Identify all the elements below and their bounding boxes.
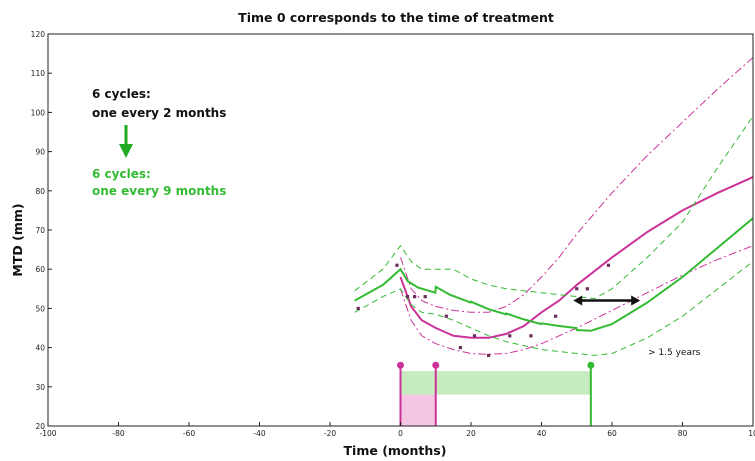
x-tick-label: 0 (398, 429, 403, 438)
x-tick-label: -40 (253, 429, 265, 438)
y-tick-label: 80 (35, 187, 45, 196)
data-point-10 (529, 334, 533, 338)
y-tick-label: 90 (35, 148, 45, 157)
x-tick-label: -60 (183, 429, 195, 438)
series-line-3 (354, 217, 754, 332)
gap-arrow-right-head (631, 295, 641, 306)
gap-arrow-left-head (573, 295, 583, 306)
data-point-8 (487, 353, 491, 358)
every-9-months-label: one every 9 months (92, 184, 226, 198)
series-line-0 (399, 176, 754, 339)
x-tick-label: 20 (466, 429, 476, 438)
series-line-4 (354, 116, 754, 300)
y-tick-label: 110 (31, 69, 46, 78)
y-axis-title: MTD (mm) (10, 203, 25, 276)
every-2-months-label: one every 2 months (92, 106, 226, 120)
data-point-2 (405, 295, 410, 299)
y-tick-label: 30 (35, 383, 45, 392)
data-point-11 (554, 314, 558, 318)
data-point-1 (395, 263, 399, 267)
y-tick-label: 50 (35, 304, 45, 313)
x-tick-label: 80 (678, 429, 688, 438)
data-point-14 (606, 263, 611, 267)
data-point-9 (508, 334, 512, 338)
treatment-marker-dot-1 (432, 361, 440, 369)
y-tick-label: 60 (35, 265, 45, 274)
y-tick-label: 120 (31, 30, 46, 39)
x-tick-label: -100 (39, 429, 56, 438)
data-point-7 (472, 334, 477, 338)
y-tick-label: 70 (35, 226, 45, 235)
x-tick-label: 40 (537, 429, 547, 438)
x-tick-label: 10 (748, 429, 755, 438)
data-point-13 (585, 287, 589, 291)
data-point-4 (423, 295, 427, 299)
x-tick-label: 60 (607, 429, 617, 438)
y-tick-label: 100 (31, 108, 46, 117)
treatment-band-0 (400, 394, 436, 426)
series-line-1 (400, 57, 754, 313)
six-cycles-black-label: 6 cycles: (92, 87, 151, 101)
treatment-marker-dot-0 (397, 361, 404, 369)
data-point-6 (458, 346, 463, 350)
series-line-5 (354, 261, 754, 356)
down-arrow-icon (119, 144, 133, 158)
treatment-marker-dot-2 (587, 361, 595, 369)
plot-area (354, 57, 754, 426)
data-point-0 (356, 306, 360, 310)
y-tick-label: 40 (35, 344, 45, 353)
series-line-2 (400, 245, 754, 355)
x-axis-title: Time (months) (344, 443, 447, 458)
y-tick-label: 20 (35, 422, 45, 431)
treatment-band-1 (400, 371, 591, 395)
data-point-5 (444, 314, 448, 318)
chart-title: Time 0 corresponds to the time of treatm… (238, 10, 554, 25)
data-point-3 (413, 295, 417, 299)
data-point-12 (575, 287, 579, 291)
gap-label: > 1.5 years (648, 348, 701, 358)
legend-annotation: 6 cycles: one every 2 months 6 cycles: o… (92, 87, 226, 198)
six-cycles-green-label: 6 cycles: (92, 167, 151, 181)
x-tick-label: -80 (112, 429, 124, 438)
x-tick-label: -20 (324, 429, 336, 438)
